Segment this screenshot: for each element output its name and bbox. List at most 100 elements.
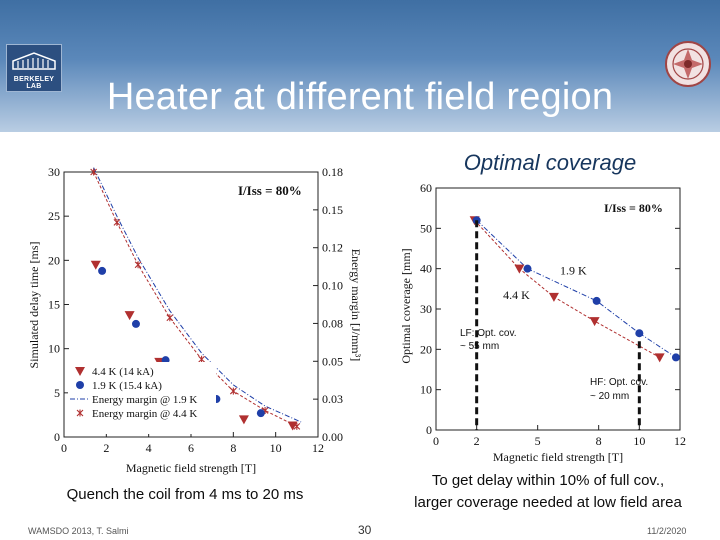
data-point-4-4k <box>514 264 525 274</box>
legend-label-2: Energy margin @ 1.9 K <box>92 394 197 406</box>
chart1-y-axis-label: Simulated delay time [ms] <box>27 242 41 369</box>
x-tick-label: 8 <box>230 441 236 455</box>
energy-margin-point <box>229 387 237 395</box>
trend-line-1-9k <box>476 219 677 358</box>
institution-seal-icon <box>665 41 711 87</box>
data-point-1-9k <box>131 319 140 328</box>
y2-tick-label: 0.10 <box>322 279 343 293</box>
y-tick-label: 25 <box>48 209 60 223</box>
logo-text: BERKELEY LAB <box>13 76 55 90</box>
data-point-1-9k <box>472 216 481 225</box>
right-callout: To get delay within 10% of full cov., la… <box>390 470 706 514</box>
building-icon <box>12 52 56 70</box>
data-point-1-9k <box>98 266 107 275</box>
y2-tick-label: 0.12 <box>322 241 343 255</box>
y-tick-label: 40 <box>420 262 432 276</box>
chart1-x-axis-label: Magnetic field strength [T] <box>126 461 256 475</box>
energy-margin-point <box>134 261 142 269</box>
data-point-4-4k <box>287 421 298 431</box>
chart2-y-axis-label: Optimal coverage [mm] <box>399 248 413 363</box>
y2-tick-label: 0.15 <box>322 203 343 217</box>
optimal-coverage-chart: 0 2 5 8 10 12 0 10 20 30 40 50 60 I/Iss = 80% Magnet… <box>399 181 686 464</box>
data-point-4-4k <box>124 311 135 321</box>
x-tick-label: 8 <box>596 434 602 448</box>
slide-title: Heater at different field region <box>106 76 614 118</box>
chart2-plot-title: I/Iss = 80% <box>604 201 663 215</box>
berkeley-lab-logo: BERKELEY LAB <box>6 44 62 92</box>
footer-left: WAMSDO 2013, T. Salmi <box>28 526 129 536</box>
x-tick-label: 12 <box>674 434 686 448</box>
hf-callout-line2: ~ 20 mm <box>590 391 629 402</box>
hf-callout: HF: Opt. cov. ~ 20 mm <box>590 377 648 402</box>
y2-tick-label: 0.08 <box>322 316 343 330</box>
energy-margin-point <box>90 168 98 176</box>
chart1-plot-title: I/Iss = 80% <box>238 183 302 198</box>
energy-margin-point <box>166 314 174 322</box>
annotation-4-4k: 4.4 K <box>503 288 530 302</box>
data-point-4-4k <box>654 353 665 363</box>
y-tick-label: 20 <box>48 253 60 267</box>
hf-callout-line1: HF: Opt. cov. <box>590 377 648 388</box>
data-point-1-9k <box>671 353 680 362</box>
chart1-legend: 4.4 K (14 kA) 1.9 K (15.4 kA) Energy mar… <box>68 362 216 434</box>
page-number: 30 <box>358 523 372 537</box>
energy-margin-point <box>113 218 121 226</box>
legend-label-3: Energy margin @ 4.4 K <box>92 408 197 420</box>
x-tick-label: 6 <box>188 441 194 455</box>
energy-margin-curve <box>93 171 298 427</box>
x-tick-label: 10 <box>270 441 282 455</box>
x-tick-label: 12 <box>312 441 324 455</box>
right-callout-line2: larger coverage needed at low field area <box>414 494 682 511</box>
chart2-x-axis-label: Magnetic field strength [T] <box>493 450 623 464</box>
plot-frame <box>435 187 681 431</box>
x-tick-label: 2 <box>103 441 109 455</box>
y-tick-label: 20 <box>420 342 432 356</box>
x-tick-label: 4 <box>146 441 152 455</box>
lf-callout: LF: Opt. cov. ~ 55 mm <box>460 328 517 352</box>
y-tick-label: 50 <box>420 221 432 235</box>
chart1-y2-axis-label: Energy margin [J/mm³] <box>349 249 363 361</box>
y-tick-label: 10 <box>48 342 60 356</box>
energy-margin-curve <box>93 167 302 423</box>
right-callout-line1: To get delay within 10% of full cov., <box>431 472 665 489</box>
delay-time-chart: 0 2 4 6 8 10 12 0 5 10 15 20 25 30 0.00 0.03 0.05 0.08 0.1… <box>27 165 363 475</box>
y2-tick-label: 0.05 <box>322 354 343 368</box>
data-point-4-4k <box>238 415 249 425</box>
y2-tick-label: 0.03 <box>322 392 343 406</box>
legend-mark-4-4k <box>75 367 85 376</box>
energy-margin-point <box>198 355 205 363</box>
y2-tick-label: 0.18 <box>322 165 343 179</box>
legend-mark-energy-4-4k <box>76 409 84 417</box>
header-band <box>0 0 720 132</box>
x-tick-label: 5 <box>535 434 541 448</box>
y-tick-label: 0 <box>426 423 432 437</box>
y-tick-label: 30 <box>48 165 60 179</box>
data-point-1-9k <box>523 264 532 273</box>
y-tick-label: 0 <box>54 430 60 444</box>
y-tick-label: 15 <box>48 298 60 312</box>
y-tick-label: 5 <box>54 386 60 400</box>
slide-subtitle: Optimal coverage <box>463 150 637 175</box>
legend-label-1: 1.9 K (15.4 kA) <box>92 380 162 392</box>
data-point-1-9k <box>592 296 601 305</box>
x-tick-label: 0 <box>433 434 439 448</box>
lf-callout-line2: ~ 55 mm <box>460 341 499 352</box>
x-tick-label: 0 <box>61 441 67 455</box>
annotation-1-9k: 1.9 K <box>560 264 587 278</box>
data-point-1-9k <box>635 329 644 338</box>
legend-label-0: 4.4 K (14 kA) <box>92 366 154 378</box>
data-point-4-4k <box>548 292 559 302</box>
x-tick-label: 2 <box>474 434 480 448</box>
y-tick-label: 10 <box>420 383 432 397</box>
data-point-4-4k <box>90 260 101 270</box>
data-point-1-9k <box>256 409 265 418</box>
y2-tick-label: 0.00 <box>322 430 343 444</box>
data-point-4-4k <box>589 317 600 327</box>
x-tick-label: 10 <box>633 434 645 448</box>
footer-date: 11/2/2020 <box>647 526 687 536</box>
legend-mark-1-9k <box>76 381 84 389</box>
y-tick-label: 60 <box>420 181 432 195</box>
lf-callout-line1: LF: Opt. cov. <box>460 328 517 339</box>
y-tick-label: 30 <box>420 302 432 316</box>
left-callout: Quench the coil from 4 ms to 20 ms <box>66 486 304 503</box>
